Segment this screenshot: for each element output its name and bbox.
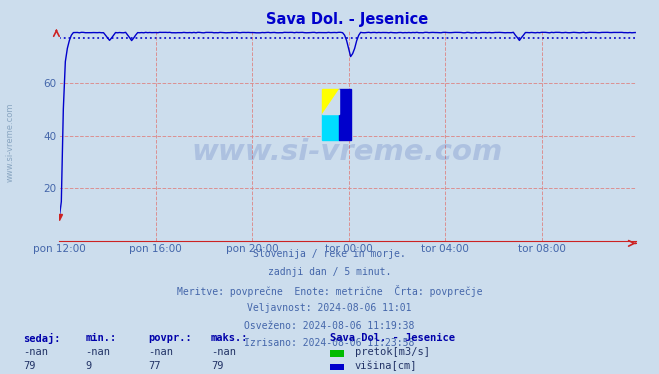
Text: Izrisano: 2024-08-06 11:23:58: Izrisano: 2024-08-06 11:23:58 bbox=[244, 338, 415, 349]
Text: 77: 77 bbox=[148, 361, 161, 371]
Polygon shape bbox=[322, 89, 339, 114]
Text: višina[cm]: višina[cm] bbox=[355, 361, 417, 371]
Text: 79: 79 bbox=[211, 361, 223, 371]
Text: Meritve: povprečne  Enote: metrične  Črta: povprečje: Meritve: povprečne Enote: metrične Črta:… bbox=[177, 285, 482, 297]
Text: -nan: -nan bbox=[211, 347, 236, 357]
Bar bbox=[322, 114, 339, 140]
Text: Slovenija / reke in morje.: Slovenija / reke in morje. bbox=[253, 249, 406, 259]
Text: Osveženo: 2024-08-06 11:19:38: Osveženo: 2024-08-06 11:19:38 bbox=[244, 321, 415, 331]
Text: 79: 79 bbox=[23, 361, 36, 371]
Text: sedaj:: sedaj: bbox=[23, 333, 61, 344]
Text: 9: 9 bbox=[86, 361, 92, 371]
Text: -nan: -nan bbox=[86, 347, 111, 357]
Text: Veljavnost: 2024-08-06 11:01: Veljavnost: 2024-08-06 11:01 bbox=[247, 303, 412, 313]
Title: Sava Dol. - Jesenice: Sava Dol. - Jesenice bbox=[266, 12, 429, 27]
Text: maks.:: maks.: bbox=[211, 334, 248, 343]
Text: www.si-vreme.com: www.si-vreme.com bbox=[5, 102, 14, 182]
Text: povpr.:: povpr.: bbox=[148, 334, 192, 343]
Text: Sava Dol. - Jesenice: Sava Dol. - Jesenice bbox=[330, 334, 455, 343]
Text: pretok[m3/s]: pretok[m3/s] bbox=[355, 347, 430, 357]
Bar bbox=[339, 89, 351, 140]
Text: www.si-vreme.com: www.si-vreme.com bbox=[192, 138, 503, 166]
Text: -nan: -nan bbox=[148, 347, 173, 357]
Text: -nan: -nan bbox=[23, 347, 48, 357]
Bar bbox=[322, 89, 339, 114]
Text: min.:: min.: bbox=[86, 334, 117, 343]
Text: zadnji dan / 5 minut.: zadnji dan / 5 minut. bbox=[268, 267, 391, 277]
